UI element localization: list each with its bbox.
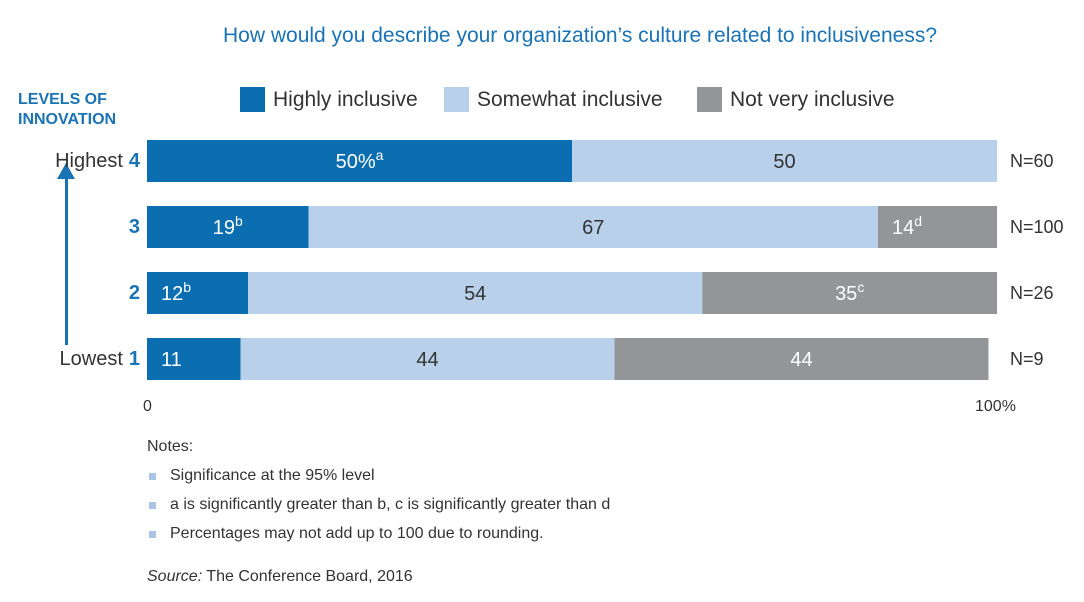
- data-label: 50%a: [336, 147, 384, 173]
- bullet-icon: [149, 472, 156, 480]
- n-label: N=9: [1010, 349, 1044, 369]
- row-level: 3: [128, 216, 140, 238]
- significance-marker: d: [914, 213, 922, 229]
- row-descriptor: Highest: [55, 150, 123, 172]
- note-text: a is significantly greater than b, c is …: [170, 496, 611, 513]
- bar-segment: [248, 272, 703, 314]
- y-axis-title-line-1: LEVELS OF: [18, 91, 107, 108]
- significance-marker: a: [376, 147, 384, 163]
- chart-title: How would you describe your organization…: [223, 24, 937, 47]
- source: Source: The Conference Board, 2016: [147, 568, 413, 586]
- significance-marker: c: [857, 279, 864, 295]
- note-item: a is significantly greater than b, c is …: [147, 493, 610, 517]
- bar-segment: [147, 206, 309, 248]
- row-descriptor: Lowest: [59, 348, 123, 370]
- data-label: 50: [773, 151, 795, 173]
- y-axis-title: LEVELS OF INNOVATION: [18, 90, 138, 130]
- data-label: 44: [790, 349, 812, 371]
- n-label: N=60: [1010, 151, 1054, 171]
- x-tick-min: 0: [143, 398, 152, 415]
- bar-segment: [147, 338, 241, 380]
- row-label-2: 2: [0, 272, 140, 314]
- arrow-up-icon: [57, 163, 75, 179]
- legend-item-highly-inclusive: Highly inclusive: [240, 87, 418, 112]
- significance-marker: b: [183, 279, 191, 295]
- row-level: 4: [128, 150, 140, 172]
- bullet-icon: [149, 530, 156, 538]
- legend-swatch: [240, 87, 265, 112]
- note-text: Significance at the 95% level: [170, 467, 375, 484]
- legend-label: Not very inclusive: [730, 87, 895, 111]
- bar-segment: [878, 206, 997, 248]
- n-label: N=100: [1010, 217, 1064, 237]
- data-label: 54: [464, 283, 486, 305]
- data-label: 44: [416, 349, 438, 371]
- bar-segment: [572, 140, 997, 182]
- data-label: 67: [582, 217, 604, 239]
- significance-marker: b: [235, 213, 243, 229]
- arrow-shaft: [65, 175, 68, 345]
- row-level: 1: [128, 348, 140, 370]
- x-tick-max: 100%: [975, 398, 1016, 415]
- row-label-1: Lowest 1: [0, 338, 141, 380]
- row-label-4: Highest 4: [0, 140, 140, 182]
- bar-segment: [614, 338, 989, 380]
- legend-label: Highly inclusive: [273, 87, 418, 111]
- source-text: The Conference Board, 2016: [202, 568, 413, 585]
- legend-label: Somewhat inclusive: [477, 87, 663, 111]
- note-item: Percentages may not add up to 100 due to…: [147, 522, 610, 546]
- legend-swatch: [697, 87, 722, 112]
- notes-title: Notes:: [147, 438, 194, 455]
- bar-segment: [702, 272, 997, 314]
- legend-item-not-very-inclusive: Not very inclusive: [697, 87, 895, 112]
- y-axis-title-line-2: INNOVATION: [18, 111, 117, 128]
- note-text: Percentages may not add up to 100 due to…: [170, 525, 544, 542]
- legend-item-somewhat-inclusive: Somewhat inclusive: [444, 87, 663, 112]
- bar-segment: [147, 140, 572, 182]
- row-label-3: 3: [0, 206, 140, 248]
- bar-segment: [240, 338, 615, 380]
- row-level: 2: [128, 282, 140, 304]
- bar-segment: [308, 206, 878, 248]
- notes: Notes: Significance at the 95% level a i…: [147, 438, 610, 551]
- data-label: 11: [161, 349, 182, 371]
- note-item: Significance at the 95% level: [147, 464, 610, 488]
- source-label: Source:: [147, 568, 203, 585]
- bullet-icon: [149, 501, 156, 509]
- n-label: N=26: [1010, 283, 1054, 303]
- bar-segment: [147, 272, 248, 314]
- legend-swatch: [444, 87, 469, 112]
